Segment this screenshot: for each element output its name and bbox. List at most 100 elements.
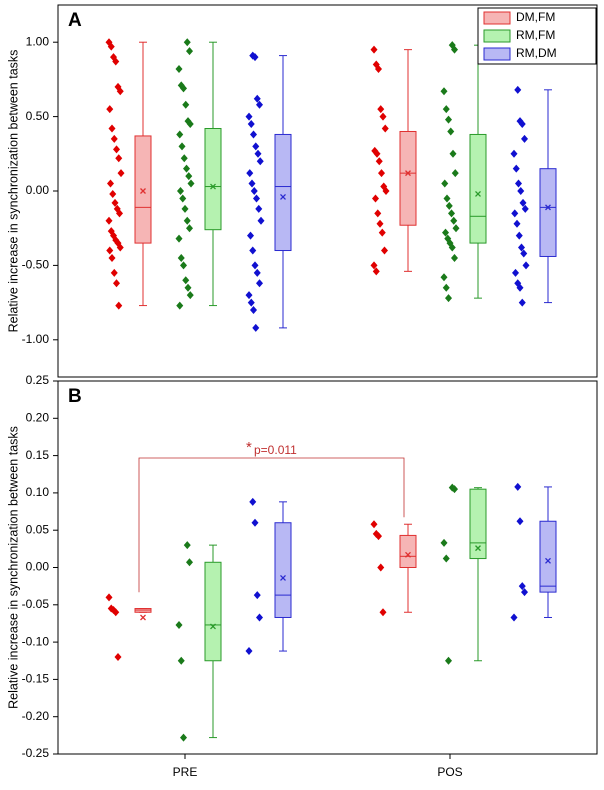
data-point: [376, 219, 384, 228]
panel-label: A: [68, 10, 82, 31]
data-point: [370, 261, 378, 270]
data-point: [180, 261, 187, 270]
box: [469, 133, 487, 244]
data-point: [250, 187, 258, 195]
y-tick-label: 1.00: [26, 34, 50, 48]
data-point: [445, 201, 453, 210]
data-point: [256, 157, 264, 166]
mean-marker: [140, 614, 146, 621]
data-point: [108, 253, 116, 262]
data-point: [251, 518, 259, 527]
data-point: [375, 64, 382, 73]
y-tick-label: 0.25: [26, 373, 50, 387]
data-point: [518, 298, 526, 307]
data-point: [449, 149, 457, 158]
data-point: [448, 243, 456, 252]
data-point: [445, 115, 452, 124]
data-point: [250, 130, 257, 139]
data-point: [177, 253, 185, 262]
data-point: [515, 231, 523, 240]
y-tick-label: 0.50: [26, 109, 50, 123]
data-point: [445, 294, 452, 303]
data-point: [257, 216, 265, 225]
y-tick-label: 0.05: [26, 522, 50, 536]
data-point: [187, 179, 195, 188]
data-point: [186, 224, 193, 233]
data-point: [374, 209, 382, 218]
data-point: [184, 283, 192, 292]
y-tick-label: -0.20: [22, 709, 50, 723]
data-point: [440, 87, 448, 96]
data-point: [112, 608, 120, 617]
data-point: [107, 42, 115, 51]
data-point: [253, 194, 260, 203]
data-point: [183, 541, 191, 550]
data-point: [253, 94, 261, 103]
x-tick-label: PRE: [173, 765, 198, 779]
data-point: [178, 142, 186, 151]
y-tick-label: 0.15: [26, 448, 50, 462]
mean-marker: [210, 183, 216, 190]
data-point: [372, 267, 380, 276]
data-point: [183, 38, 191, 47]
data-point: [245, 112, 253, 121]
data-point: [381, 246, 388, 255]
legend-label: RM,FM: [516, 28, 555, 42]
data-point: [247, 231, 254, 240]
data-point: [116, 209, 123, 218]
data-point: [447, 127, 455, 136]
data-point: [177, 187, 184, 195]
box: [539, 168, 557, 257]
data-point: [186, 291, 194, 300]
mean-marker: [475, 545, 481, 552]
data-point: [110, 134, 118, 143]
mean-marker: [210, 623, 216, 630]
data-point: [516, 517, 524, 526]
data-point: [113, 145, 120, 154]
box: [204, 561, 222, 662]
data-point: [175, 620, 183, 629]
data-point: [249, 246, 257, 255]
box: [134, 135, 152, 244]
data-point: [510, 149, 518, 158]
y-axis-label: Relative increase in synchronization bet…: [6, 50, 20, 333]
data-point: [186, 558, 193, 567]
box: [469, 488, 487, 560]
data-point: [106, 246, 114, 255]
data-point: [186, 47, 193, 56]
data-point: [253, 591, 261, 600]
data-point: [514, 85, 522, 94]
data-point: [377, 105, 385, 114]
data-point: [181, 204, 189, 213]
data-point: [113, 279, 120, 288]
data-point: [521, 204, 529, 213]
data-point: [440, 273, 448, 282]
data-point: [372, 194, 379, 203]
data-point: [518, 243, 525, 252]
data-point: [379, 112, 387, 121]
y-tick-label: 0.00: [26, 560, 50, 574]
data-point: [251, 261, 259, 270]
legend-swatch: [483, 29, 511, 43]
data-point: [182, 100, 190, 109]
y-tick-label: -0.25: [22, 746, 50, 760]
data-point: [379, 608, 387, 617]
y-tick-label: -0.15: [22, 672, 50, 686]
mean-marker: [280, 574, 286, 581]
data-point: [511, 209, 519, 218]
data-point: [117, 169, 125, 178]
data-point: [377, 563, 385, 572]
mean-marker: [280, 193, 286, 200]
data-point: [116, 87, 124, 96]
data-point: [381, 124, 389, 133]
data-point: [108, 124, 116, 133]
legend-label: DM,FM: [516, 10, 555, 24]
data-point: [253, 268, 261, 277]
data-point: [256, 100, 263, 109]
data-point: [521, 588, 528, 597]
data-point: [254, 149, 262, 158]
data-point: [176, 301, 184, 310]
data-point: [252, 323, 260, 332]
panel-label: B: [68, 386, 82, 407]
